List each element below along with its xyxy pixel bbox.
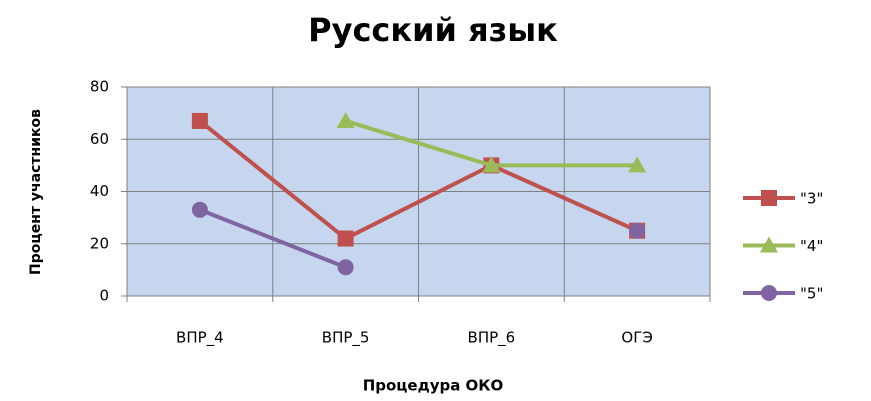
y-tick-label: 0 — [99, 287, 109, 305]
x-tick-label: ВПР_6 — [468, 329, 516, 348]
marker — [760, 236, 778, 253]
plot-border — [126, 86, 711, 297]
x-tick-label: ВПР_5 — [322, 329, 370, 348]
y-tick-label: 20 — [90, 234, 109, 252]
marker — [337, 259, 354, 276]
marker — [191, 201, 208, 218]
marker — [336, 111, 355, 128]
x-axis-label: Процедура ОКО — [363, 377, 504, 395]
marker — [761, 190, 777, 206]
marker — [337, 230, 354, 247]
marker — [628, 156, 647, 173]
y-tick-label: 60 — [90, 130, 109, 148]
marker — [761, 285, 777, 301]
y-tick-label: 40 — [90, 182, 109, 200]
series-line — [198, 119, 638, 241]
y-tick-label: 80 — [90, 78, 109, 96]
x-tick-label: ОГЭ — [621, 329, 652, 347]
legend-label: "5" — [800, 285, 823, 303]
marker — [191, 112, 208, 129]
legend-label: "4" — [800, 237, 823, 255]
y-axis-label: Процент участников — [28, 109, 44, 275]
legend-label: "3" — [800, 190, 823, 208]
marker — [629, 222, 646, 239]
marker — [482, 156, 501, 173]
chart-title: Русский язык — [308, 11, 558, 49]
x-tick-label: ВПР_4 — [176, 329, 224, 348]
